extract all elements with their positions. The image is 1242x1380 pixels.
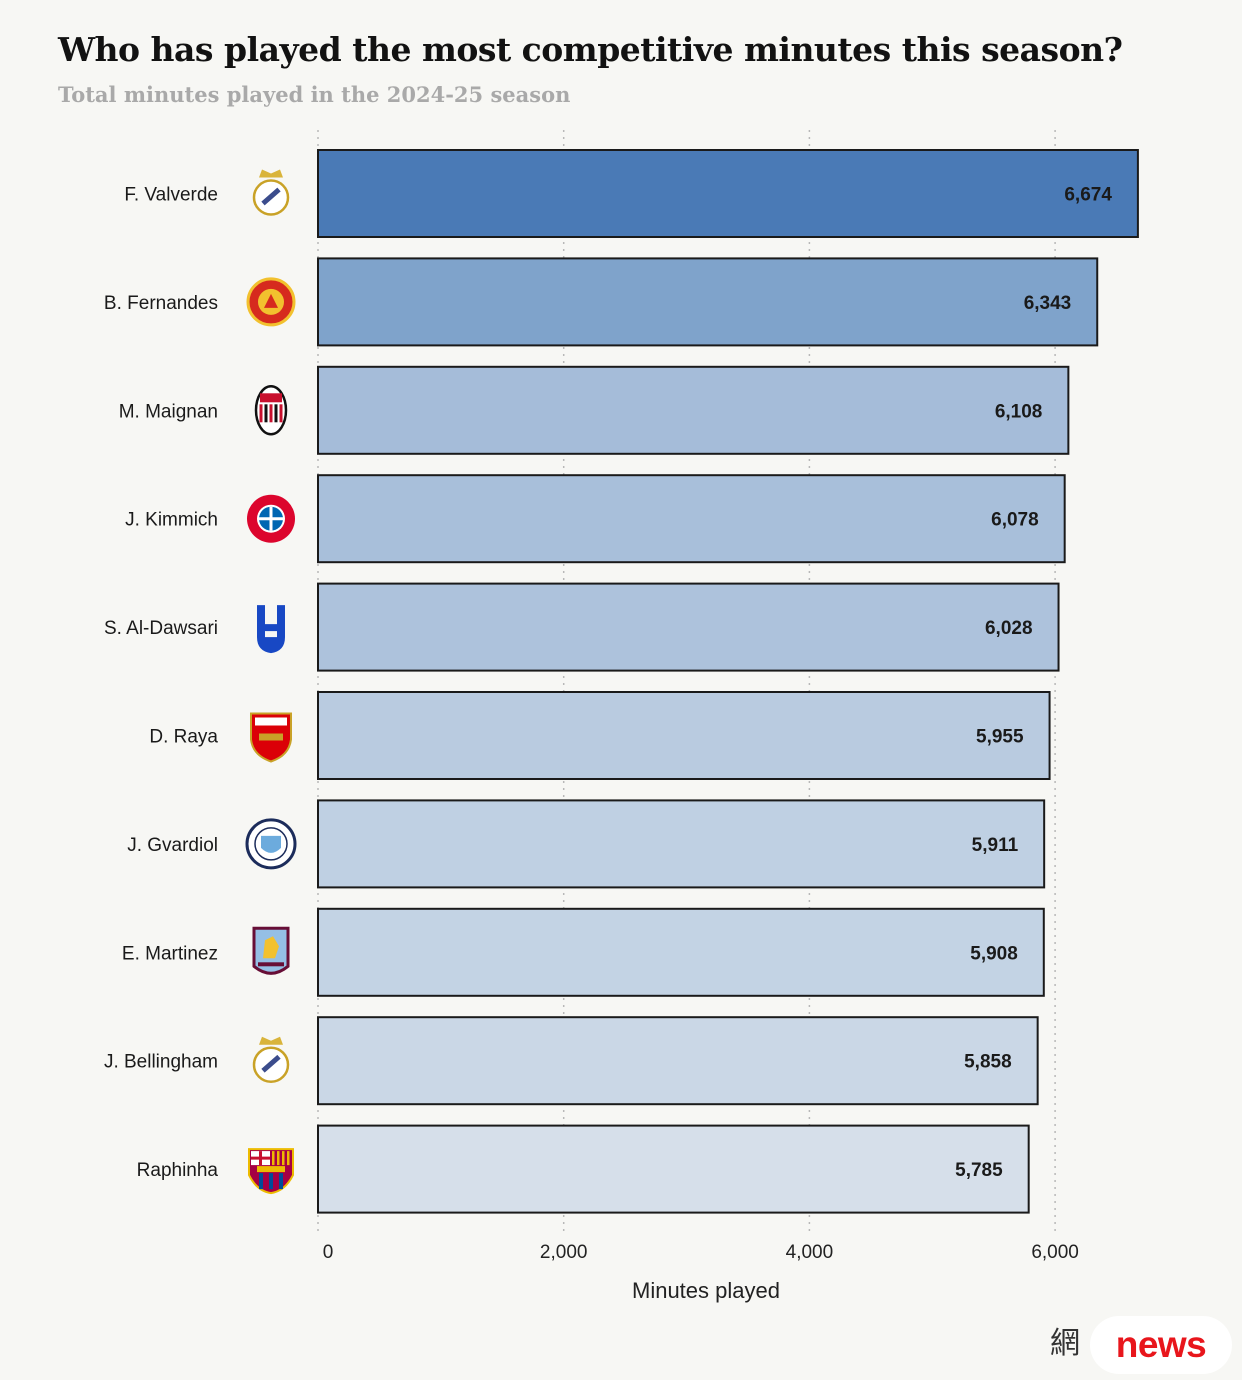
player-name-label: J. Kimmich (125, 510, 218, 531)
x-tick-label: 4,000 (786, 1242, 834, 1263)
bar-value-label: 6,674 (1064, 185, 1112, 206)
bar-value-label: 5,858 (964, 1052, 1012, 1073)
bar-value-label: 5,955 (976, 727, 1024, 748)
news-badge[interactable]: news (1090, 1316, 1232, 1374)
x-tick-label: 2,000 (540, 1242, 588, 1263)
barcelona-crest-icon (248, 1148, 294, 1195)
ac-milan-crest-icon (254, 385, 288, 436)
real-madrid-crest-icon (252, 169, 290, 216)
player-name-label: E. Martinez (122, 943, 218, 964)
chart-subtitle: Total minutes played in the 2024-25 seas… (58, 82, 571, 107)
chart-title: Who has played the most competitive minu… (58, 30, 1123, 69)
bar-value-label: 5,908 (970, 943, 1018, 964)
bar-6 (317, 691, 1051, 780)
bar-8 (317, 907, 1045, 997)
aston-villa-crest-icon (252, 926, 290, 975)
player-name-label: F. Valverde (124, 185, 218, 206)
player-name-label: Raphinha (137, 1160, 219, 1181)
manchester-united-crest-icon (246, 277, 296, 327)
bar-value-label: 6,078 (991, 510, 1039, 531)
bar-1 (317, 149, 1139, 238)
x-axis-label: Minutes played (632, 1278, 780, 1303)
manchester-city-crest-icon (245, 818, 297, 870)
bar-value-label: 5,785 (955, 1160, 1003, 1181)
bar-value-label: 6,028 (985, 618, 1033, 639)
bar-9 (317, 1016, 1039, 1106)
bar-value-label: 5,911 (972, 835, 1019, 856)
real-madrid-crest-icon (252, 1036, 290, 1083)
bar-value-label: 6,343 (1024, 293, 1072, 314)
news-badge-label: news (1115, 1324, 1207, 1365)
x-tick-label: 0 (323, 1242, 334, 1263)
x-tick-label: 6,000 (1031, 1242, 1079, 1263)
player-name-label: B. Fernandes (104, 293, 218, 314)
bar-10 (317, 1124, 1030, 1214)
bar-3 (317, 365, 1070, 455)
bar-2 (317, 257, 1099, 347)
al-hilal-crest-icon (257, 605, 285, 654)
arsenal-crest-icon (250, 712, 292, 763)
player-name-label: J. Bellingham (104, 1052, 218, 1073)
player-name-label: J. Gvardiol (127, 835, 218, 856)
watermark-text: 網 (1050, 1326, 1080, 1361)
bayern-munich-crest-icon (247, 494, 295, 543)
player-name-label: M. Maignan (119, 401, 218, 422)
bar-7 (317, 799, 1046, 889)
player-name-label: S. Al-Dawsari (104, 618, 218, 639)
player-name-label: D. Raya (149, 727, 218, 748)
bar-value-label: 6,108 (995, 401, 1043, 422)
bar-4 (317, 474, 1066, 564)
bar-5 (317, 582, 1060, 672)
